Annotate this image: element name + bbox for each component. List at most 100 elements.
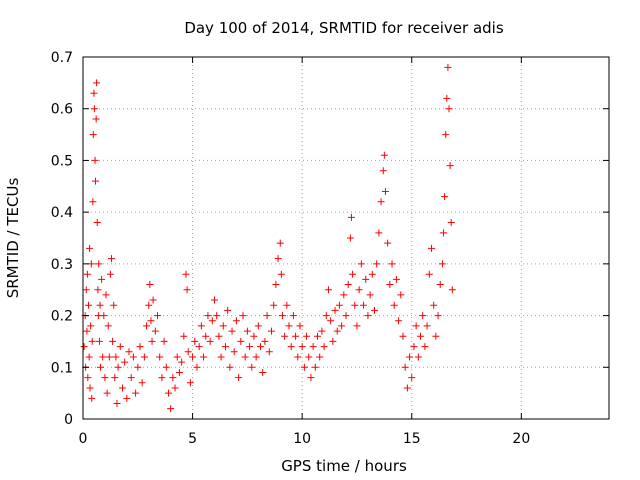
data-point — [164, 389, 172, 397]
data-point — [184, 348, 192, 356]
data-point — [147, 317, 155, 325]
data-point — [95, 337, 103, 345]
data-point — [224, 306, 232, 314]
data-point — [114, 363, 122, 371]
data-point — [143, 322, 151, 330]
data-point — [342, 312, 350, 320]
data-point — [129, 353, 137, 361]
data-point — [414, 353, 422, 361]
data-point — [248, 363, 256, 371]
data-point — [320, 343, 328, 351]
data-point — [127, 374, 135, 382]
data-point — [104, 322, 112, 330]
data-point — [146, 281, 154, 289]
data-point — [281, 332, 289, 340]
data-point — [347, 213, 355, 221]
data-point — [134, 363, 142, 371]
data-point — [392, 275, 400, 283]
data-point — [80, 343, 88, 351]
data-point — [430, 301, 438, 309]
data-point — [160, 337, 168, 345]
data-point — [246, 343, 254, 351]
data-point — [335, 301, 343, 309]
y-tick-label: 0.7 — [51, 50, 73, 66]
data-point — [93, 218, 101, 226]
data-point — [272, 281, 280, 289]
y-tick-label: 0.1 — [51, 360, 73, 376]
data-point — [362, 275, 370, 283]
data-point — [305, 353, 313, 361]
data-point — [226, 363, 234, 371]
data-point — [149, 296, 157, 304]
data-point — [329, 337, 337, 345]
data-point — [417, 332, 425, 340]
data-point — [366, 291, 374, 299]
data-point — [265, 348, 273, 356]
data-point — [151, 327, 159, 335]
y-tick-labels: 0 0.1 0.2 0.3 0.4 0.5 0.6 0.7 — [51, 50, 73, 428]
data-point — [252, 353, 260, 361]
data-point — [98, 275, 106, 283]
x-axis-title: GPS time / hours — [281, 457, 407, 475]
data-point — [440, 229, 448, 237]
data-point — [208, 317, 216, 325]
data-point — [410, 343, 418, 351]
y-axis-title: SRMTID / TECUs — [4, 178, 22, 299]
y-tick-label: 0.6 — [51, 102, 73, 118]
data-point — [355, 286, 363, 294]
data-point — [403, 384, 411, 392]
data-point — [276, 239, 284, 247]
data-point — [406, 353, 414, 361]
data-point — [83, 270, 91, 278]
data-point — [182, 270, 190, 278]
data-point — [89, 131, 97, 139]
data-point — [267, 327, 275, 335]
data-point — [243, 327, 251, 335]
data-point — [97, 363, 105, 371]
data-point — [294, 353, 302, 361]
x-tick-label: 15 — [403, 431, 421, 447]
data-point — [125, 348, 133, 356]
data-point — [86, 244, 94, 252]
data-point — [368, 270, 376, 278]
data-point — [307, 374, 315, 382]
y-tick-label: 0.4 — [51, 205, 73, 221]
data-point — [370, 306, 378, 314]
data-point — [156, 353, 164, 361]
data-point — [324, 286, 332, 294]
data-point — [353, 322, 361, 330]
data-point — [90, 105, 98, 113]
data-point — [136, 343, 144, 351]
data-point — [93, 79, 101, 87]
data-point — [436, 281, 444, 289]
data-point — [257, 343, 265, 351]
grid-lines — [83, 57, 609, 419]
data-point — [327, 317, 335, 325]
data-point — [86, 384, 94, 392]
data-point — [395, 317, 403, 325]
data-point — [237, 337, 245, 345]
data-point — [116, 343, 124, 351]
data-point — [289, 312, 297, 320]
data-point — [303, 332, 311, 340]
data-point — [195, 343, 203, 351]
x-tick-label: 20 — [512, 431, 530, 447]
data-point — [140, 353, 148, 361]
data-point — [228, 327, 236, 335]
data-points — [80, 63, 456, 413]
data-point — [338, 322, 346, 330]
data-point — [357, 260, 365, 268]
data-point — [148, 337, 156, 345]
data-point — [298, 343, 306, 351]
data-point — [213, 312, 221, 320]
data-point — [206, 337, 214, 345]
data-point — [344, 281, 352, 289]
data-point — [380, 151, 388, 159]
data-point — [277, 270, 285, 278]
data-point — [390, 301, 398, 309]
data-point — [318, 327, 326, 335]
data-point — [438, 260, 446, 268]
data-point — [259, 368, 267, 376]
data-point — [447, 218, 455, 226]
